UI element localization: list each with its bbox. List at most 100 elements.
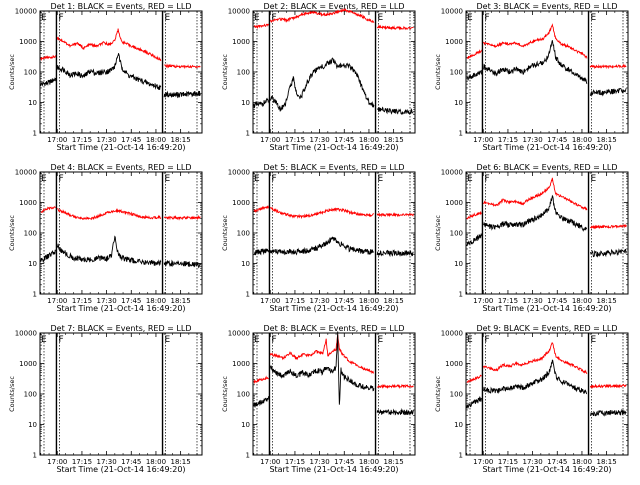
x-axis-label: Start Time (21-Oct-14 16:49:20) [482,143,611,152]
y-tick-label: 10 [454,421,463,429]
x-tick-label: 18:15 [384,297,404,305]
events-series-line [589,408,627,417]
y-tick-label: 1000 [232,199,250,207]
segment-marker-e: E [378,335,384,345]
x-tick-label: 17:15 [498,297,518,305]
x-axis-label: Start Time (21-Oct-14 16:49:20) [269,304,398,313]
y-tick-label: 10000 [441,8,463,16]
events-series-line [590,248,627,258]
events-series-line [163,90,201,99]
y-tick-label: 100 [450,230,463,238]
segment-marker-e: E [165,174,171,184]
y-tick-label: 100 [237,69,250,77]
x-tick-label: 17:00 [473,458,493,466]
segment-marker-e: E [591,13,597,23]
y-tick-label: 1 [33,291,37,299]
events-series-line [589,87,627,97]
lld-series-line [269,334,374,374]
x-tick-label: 17:15 [285,297,305,305]
segment-marker-e: E [378,174,384,184]
y-axis-label: Counts/sec [434,376,442,412]
segment-marker-f: F [484,174,489,184]
x-tick-label: 18:15 [597,297,617,305]
segment-marker-e: E [165,13,171,23]
segment-marker-e: E [591,335,597,345]
x-tick-label: 17:00 [47,458,67,466]
x-tick-label: 17:15 [498,136,518,144]
x-tick-label: 17:45 [334,136,354,144]
lld-series-line [269,206,375,220]
segment-marker-f: F [58,13,63,23]
lld-series-line [482,23,588,59]
y-tick-label: 1 [246,452,250,460]
events-series-line [253,248,270,256]
x-tick-label: 17:15 [72,136,92,144]
detector-panel [465,171,629,295]
x-tick-label: 17:30 [97,297,117,305]
events-series-line [56,53,162,90]
lld-series-line [40,54,57,62]
segment-marker-f: F [271,13,276,23]
x-tick-label: 18:00 [359,136,379,144]
y-axis-label: Counts/sec [434,54,442,90]
y-tick-label: 1 [246,291,250,299]
y-axis-label: Counts/sec [221,54,229,90]
segment-marker-f: F [271,174,276,184]
x-tick-label: 17:15 [285,136,305,144]
x-tick-label: 17:45 [547,297,567,305]
events-series-line [466,69,483,81]
y-axis-label: Counts/sec [221,215,229,251]
segment-marker-e: E [165,335,171,345]
events-series-line [376,106,414,116]
y-tick-label: 1000 [445,38,463,46]
y-tick-label: 1 [459,452,463,460]
y-tick-label: 1000 [19,38,37,46]
y-tick-label: 10000 [228,169,250,177]
lld-series-line [376,24,414,31]
segment-marker-f: F [58,335,63,345]
x-tick-label: 17:00 [473,136,493,144]
lld-series-line [253,205,270,213]
x-tick-label: 18:00 [572,458,592,466]
x-tick-label: 17:30 [310,297,330,305]
detector-panel [39,171,203,295]
y-tick-label: 1 [33,452,37,460]
panel-title: Det 3: BLACK = Events, RED = LLD [477,2,618,11]
y-tick-label: 1000 [19,199,37,207]
y-tick-label: 10000 [15,330,37,338]
x-tick-label: 18:00 [146,136,166,144]
plot-frame [465,332,629,456]
y-tick-label: 10000 [15,8,37,16]
x-tick-label: 18:15 [384,136,404,144]
lld-series-line [40,206,56,214]
y-axis-label: Counts/sec [8,376,16,412]
y-tick-label: 10000 [441,169,463,177]
y-axis-label: Counts/sec [434,215,442,251]
events-series-line [376,249,414,258]
y-tick-label: 100 [24,69,37,77]
x-tick-label: 17:30 [523,297,543,305]
lld-series-line [163,214,201,221]
y-tick-label: 10000 [441,330,463,338]
segment-marker-f: F [271,335,276,345]
lld-series-line [253,375,269,385]
y-tick-label: 10000 [15,169,37,177]
plot-frame [39,171,203,295]
x-axis-label: Start Time (21-Oct-14 16:49:20) [56,465,185,474]
x-tick-label: 18:15 [597,136,617,144]
y-tick-label: 100 [450,69,463,77]
y-tick-label: 1000 [445,360,463,368]
x-tick-label: 18:00 [359,297,379,305]
x-tick-label: 18:00 [359,458,379,466]
panel-title: Det 2: BLACK = Events, RED = LLD [264,2,405,11]
x-tick-label: 17:45 [121,297,141,305]
plot-frame [465,10,629,134]
x-tick-label: 17:15 [498,458,518,466]
events-series-line [40,249,57,263]
y-tick-label: 1 [246,130,250,138]
events-series-line [483,359,588,395]
y-tick-label: 10 [454,260,463,268]
x-tick-label: 18:15 [597,458,617,466]
